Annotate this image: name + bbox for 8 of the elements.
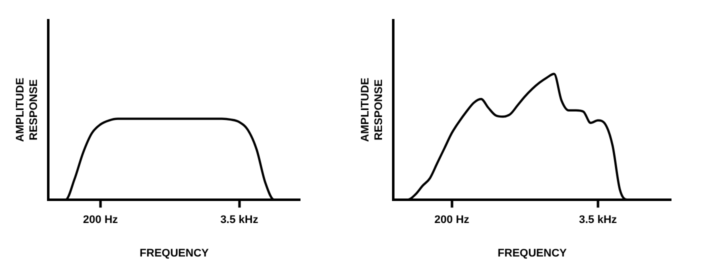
x-axis-title: FREQUENCY (498, 247, 568, 260)
x-tick-label: 200 Hz (434, 214, 470, 226)
x-tick-label: 3.5 kHz (220, 214, 259, 226)
x-tick-label: 200 Hz (83, 214, 118, 226)
y-axis-title: AMPLITUDE RESPONSE (360, 78, 385, 142)
y-axis-title: AMPLITUDE RESPONSE (14, 78, 40, 142)
x-tick-label: 3.5 kHz (578, 214, 618, 226)
x-axis-title: FREQUENCY (140, 247, 210, 260)
